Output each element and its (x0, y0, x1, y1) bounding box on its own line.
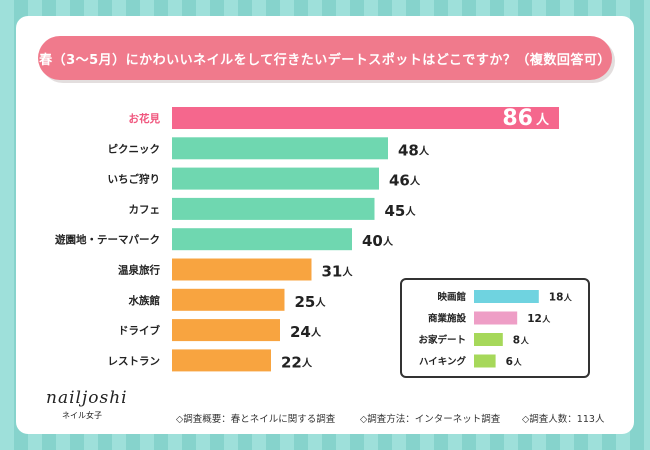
legend-bar (474, 354, 496, 368)
legend-value: 18 (549, 292, 564, 304)
category-label: 遊園地・テーマパーク (55, 233, 160, 246)
value-label: 46 (389, 172, 410, 190)
legend-label: お家デート (418, 334, 466, 346)
bar (172, 197, 375, 220)
legend-label: 商業施設 (428, 313, 467, 325)
bar (172, 137, 388, 160)
bar (172, 349, 271, 372)
footer-method: ◇調査方法：インターネット調査 (360, 414, 501, 425)
bar (172, 319, 280, 342)
category-label: 温泉旅行 (118, 264, 160, 277)
footer-count: ◇調査人数：113人 (522, 414, 605, 425)
legend-label: 映画館 (437, 291, 466, 303)
category-label: お花見 (129, 112, 161, 125)
legend-value: 6 (506, 356, 513, 368)
unit-label: 人 (311, 326, 322, 339)
value-label: 45 (385, 202, 406, 220)
legend-label: ハイキング (419, 356, 467, 368)
value-label: 48 (398, 141, 419, 159)
category-label: ピクニック (108, 143, 161, 155)
footer-overview: ◇調査概要：春とネイルに関する調査 (176, 414, 336, 425)
category-label: いちご狩り (108, 173, 161, 186)
legend-bar (474, 311, 518, 325)
value-label: 24 (290, 323, 311, 341)
legend-value: 12 (527, 313, 542, 325)
legend-unit: 人 (514, 357, 523, 367)
unit-label: 人 (343, 266, 354, 279)
legend-unit: 人 (542, 314, 551, 324)
legend-bar (474, 290, 539, 303)
nailjoshi-logo: nailjoshi (46, 388, 128, 408)
unit-label: 人 (410, 175, 421, 188)
unit-label: 人 (383, 235, 394, 248)
category-label: レストラン (108, 355, 161, 367)
category-label: ドライブ (118, 324, 160, 337)
legend-value: 8 (513, 335, 520, 347)
value-label: 40 (362, 232, 383, 250)
logo-subtitle: ネイル女子 (62, 411, 102, 420)
value-label: 86 (502, 106, 533, 131)
unit-label: 人 (302, 356, 313, 369)
category-label: 水族館 (128, 294, 161, 307)
unit-label: 人 (419, 144, 430, 157)
bar (172, 288, 285, 311)
value-label: 31 (322, 263, 343, 281)
category-label: カフェ (129, 204, 161, 216)
legend-unit: 人 (564, 293, 573, 303)
unit-label: 人 (536, 112, 550, 128)
value-label: 22 (281, 353, 302, 371)
value-label: 25 (295, 293, 316, 311)
unit-label: 人 (406, 205, 417, 218)
bar (172, 258, 312, 281)
chart-title: 春（3～5月）にかわいいネイルをして行きたいデートスポットはどこですか？（複数回… (38, 36, 612, 80)
legend-unit: 人 (521, 336, 530, 346)
bar (172, 228, 352, 251)
unit-label: 人 (316, 296, 327, 309)
bar (172, 107, 559, 129)
bar (172, 167, 379, 190)
legend-bar (474, 333, 503, 346)
